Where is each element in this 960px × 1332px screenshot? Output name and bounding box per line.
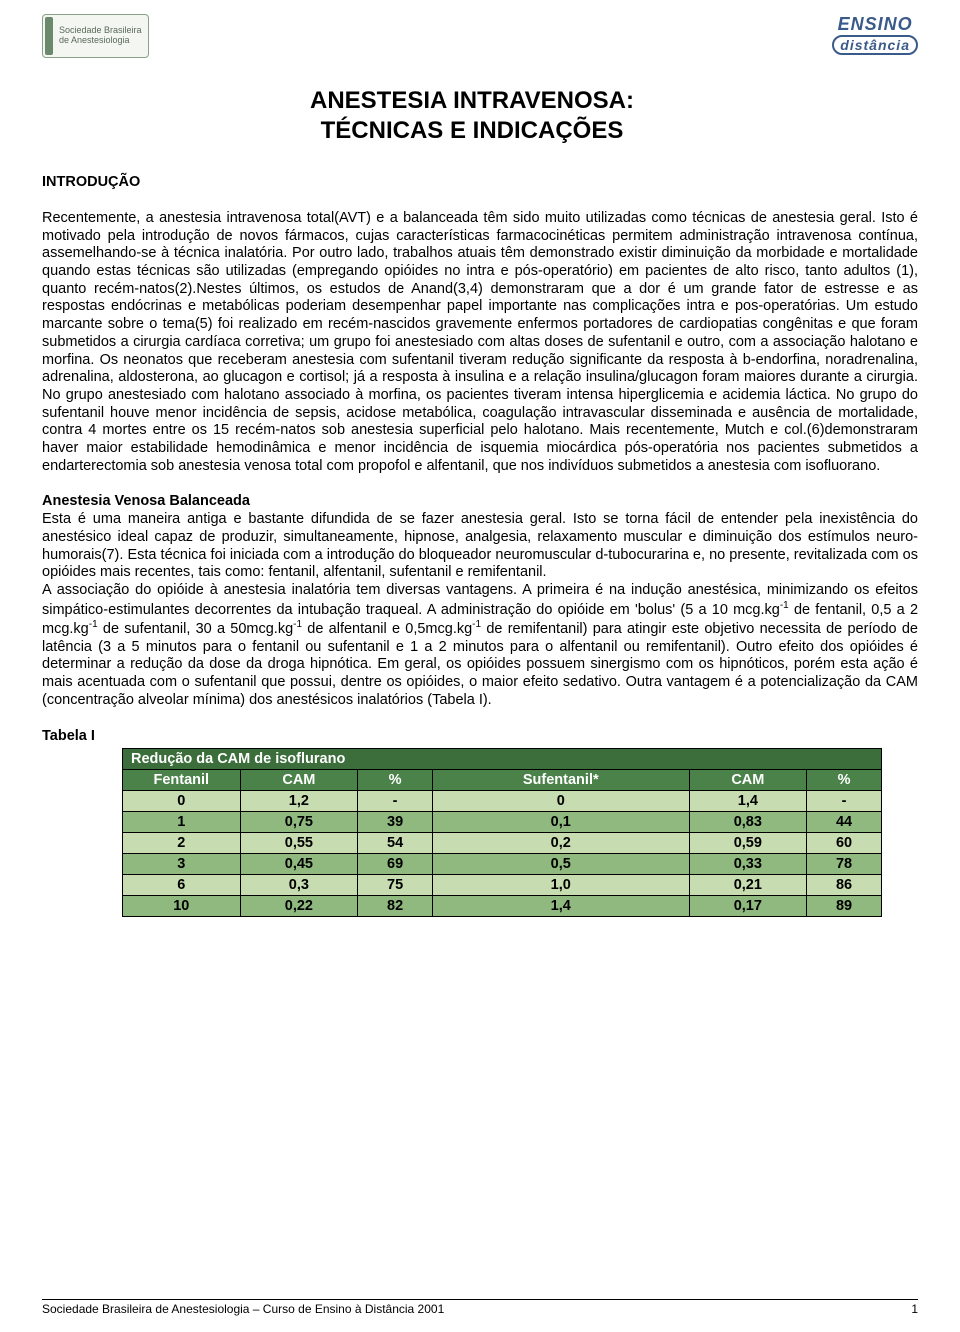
table-cell: 0,75 bbox=[240, 811, 358, 832]
table-cell: 44 bbox=[807, 811, 882, 832]
table-row: 30,45690,50,3378 bbox=[123, 853, 882, 874]
table-cell: 0,55 bbox=[240, 832, 358, 853]
footer-page: 1 bbox=[911, 1302, 918, 1316]
logo-left: Sociedade Brasileira de Anestesiologia bbox=[42, 14, 149, 58]
table-cell: 69 bbox=[358, 853, 433, 874]
table-header-cell: CAM bbox=[689, 769, 807, 790]
table-header-cell: Fentanil bbox=[123, 769, 241, 790]
table-cell: 0,5 bbox=[432, 853, 689, 874]
cam-table: Redução da CAM de isofluranoFentanilCAM%… bbox=[122, 748, 882, 917]
table-cell: 0,45 bbox=[240, 853, 358, 874]
page-footer: Sociedade Brasileira de Anestesiologia –… bbox=[42, 1299, 918, 1316]
table-row: 01,2-01,4- bbox=[123, 790, 882, 811]
table-cell: 78 bbox=[807, 853, 882, 874]
table-cell: 82 bbox=[358, 895, 433, 916]
table-header-cell: % bbox=[807, 769, 882, 790]
logo-right-bottom: distância bbox=[832, 35, 918, 55]
footer-text: Sociedade Brasileira de Anestesiologia –… bbox=[42, 1302, 444, 1316]
table-cell: 10 bbox=[123, 895, 241, 916]
table-cell: 1,0 bbox=[432, 874, 689, 895]
table-row: 100,22821,40,1789 bbox=[123, 895, 882, 916]
table-cell: 1 bbox=[123, 811, 241, 832]
document-title: ANESTESIA INTRAVENOSA: TÉCNICAS E INDICA… bbox=[192, 86, 752, 146]
logo-right: ENSINO distância bbox=[832, 14, 918, 55]
table-cell: 89 bbox=[807, 895, 882, 916]
table-cell: 2 bbox=[123, 832, 241, 853]
table-cell: 39 bbox=[358, 811, 433, 832]
table-cell: 0,2 bbox=[432, 832, 689, 853]
table-cell: 3 bbox=[123, 853, 241, 874]
table-title-cell: Redução da CAM de isoflurano bbox=[123, 748, 882, 769]
table-cell: 0,17 bbox=[689, 895, 807, 916]
intro-heading: INTRODUÇÃO bbox=[42, 174, 918, 190]
logo-left-line2: de Anestesiologia bbox=[59, 36, 142, 46]
table-cell: 0,22 bbox=[240, 895, 358, 916]
table-cell: 0,21 bbox=[689, 874, 807, 895]
intro-body: Recentemente, a anestesia intravenosa to… bbox=[42, 210, 918, 475]
table-row: 10,75390,10,8344 bbox=[123, 811, 882, 832]
table-cell: 1,4 bbox=[689, 790, 807, 811]
title-line1: ANESTESIA INTRAVENOSA: bbox=[310, 87, 634, 114]
section2-body: Esta é uma maneira antiga e bastante dif… bbox=[42, 511, 918, 709]
page-header: Sociedade Brasileira de Anestesiologia E… bbox=[42, 14, 918, 58]
section2-heading: Anestesia Venosa Balanceada bbox=[42, 493, 918, 509]
table-cell: 6 bbox=[123, 874, 241, 895]
table-cell: 0,3 bbox=[240, 874, 358, 895]
table-cell: 0,1 bbox=[432, 811, 689, 832]
table-cell: - bbox=[358, 790, 433, 811]
table-header-cell: CAM bbox=[240, 769, 358, 790]
table-cell: 0,33 bbox=[689, 853, 807, 874]
table-cell: 0,59 bbox=[689, 832, 807, 853]
table-label: Tabela I bbox=[42, 728, 918, 744]
table-cell: 0 bbox=[432, 790, 689, 811]
table-cell: 75 bbox=[358, 874, 433, 895]
table-row: 20,55540,20,5960 bbox=[123, 832, 882, 853]
table-cell: 86 bbox=[807, 874, 882, 895]
logo-right-top: ENSINO bbox=[832, 14, 918, 35]
table-cell: 60 bbox=[807, 832, 882, 853]
table-cell: 1,2 bbox=[240, 790, 358, 811]
table-cell: - bbox=[807, 790, 882, 811]
table-cell: 1,4 bbox=[432, 895, 689, 916]
table-header-cell: Sufentanil* bbox=[432, 769, 689, 790]
table-cell: 0 bbox=[123, 790, 241, 811]
logo-left-bar bbox=[45, 17, 53, 55]
table-cell: 54 bbox=[358, 832, 433, 853]
logo-left-text: Sociedade Brasileira de Anestesiologia bbox=[59, 26, 142, 46]
table-header-cell: % bbox=[358, 769, 433, 790]
table-cell: 0,83 bbox=[689, 811, 807, 832]
table-row: 60,3751,00,2186 bbox=[123, 874, 882, 895]
title-line2: TÉCNICAS E INDICAÇÕES bbox=[321, 117, 624, 144]
